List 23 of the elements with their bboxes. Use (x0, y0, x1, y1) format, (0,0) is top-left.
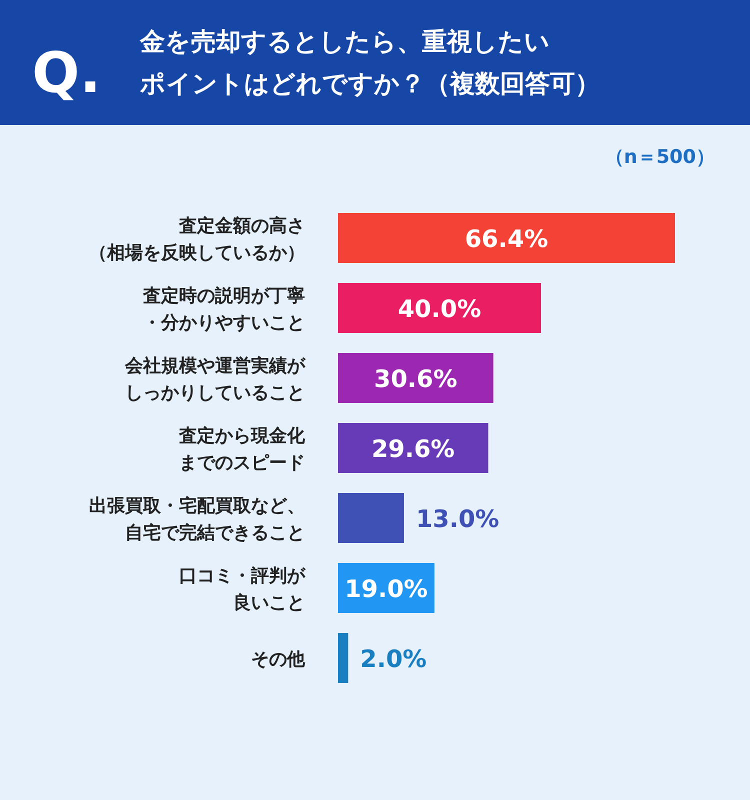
bar (338, 353, 494, 403)
y-tick-label: 査定時の説明が丁寧・分かりやすいこと (142, 286, 305, 334)
y-tick-label: 口コミ・評判が良いこと (179, 566, 306, 614)
text: Q. (32, 41, 101, 106)
bar (338, 423, 488, 473)
y-tick-label: 出張買取・宅配買取など、自宅で完結できること (89, 496, 305, 544)
bar (338, 213, 675, 263)
y-tick-label: その他 (251, 649, 306, 670)
data-label: 40.0% (398, 295, 482, 323)
data-label: 19.0% (344, 575, 428, 603)
data-label: 13.0% (416, 505, 500, 533)
data-label: 2.0% (360, 645, 427, 673)
data-label: 30.6% (374, 365, 458, 393)
bar (338, 633, 348, 683)
bar (338, 283, 542, 333)
chart-title: 金を売却するとしたら、重視したいポイントはどれですか？（複数回答可） (139, 27, 600, 98)
data-label: 66.4% (464, 225, 548, 253)
y-tick-label: 会社規模や運営実績がしっかりしていること (124, 356, 306, 404)
y-tick-label: 査定金額の高さ（相場を反映しているか） (89, 216, 305, 264)
bar (338, 493, 404, 543)
data-label: 29.6% (371, 435, 455, 463)
chart-subtitle: （n＝500） (604, 146, 715, 168)
y-tick-label: 査定から現金化までのスピード (178, 426, 306, 474)
